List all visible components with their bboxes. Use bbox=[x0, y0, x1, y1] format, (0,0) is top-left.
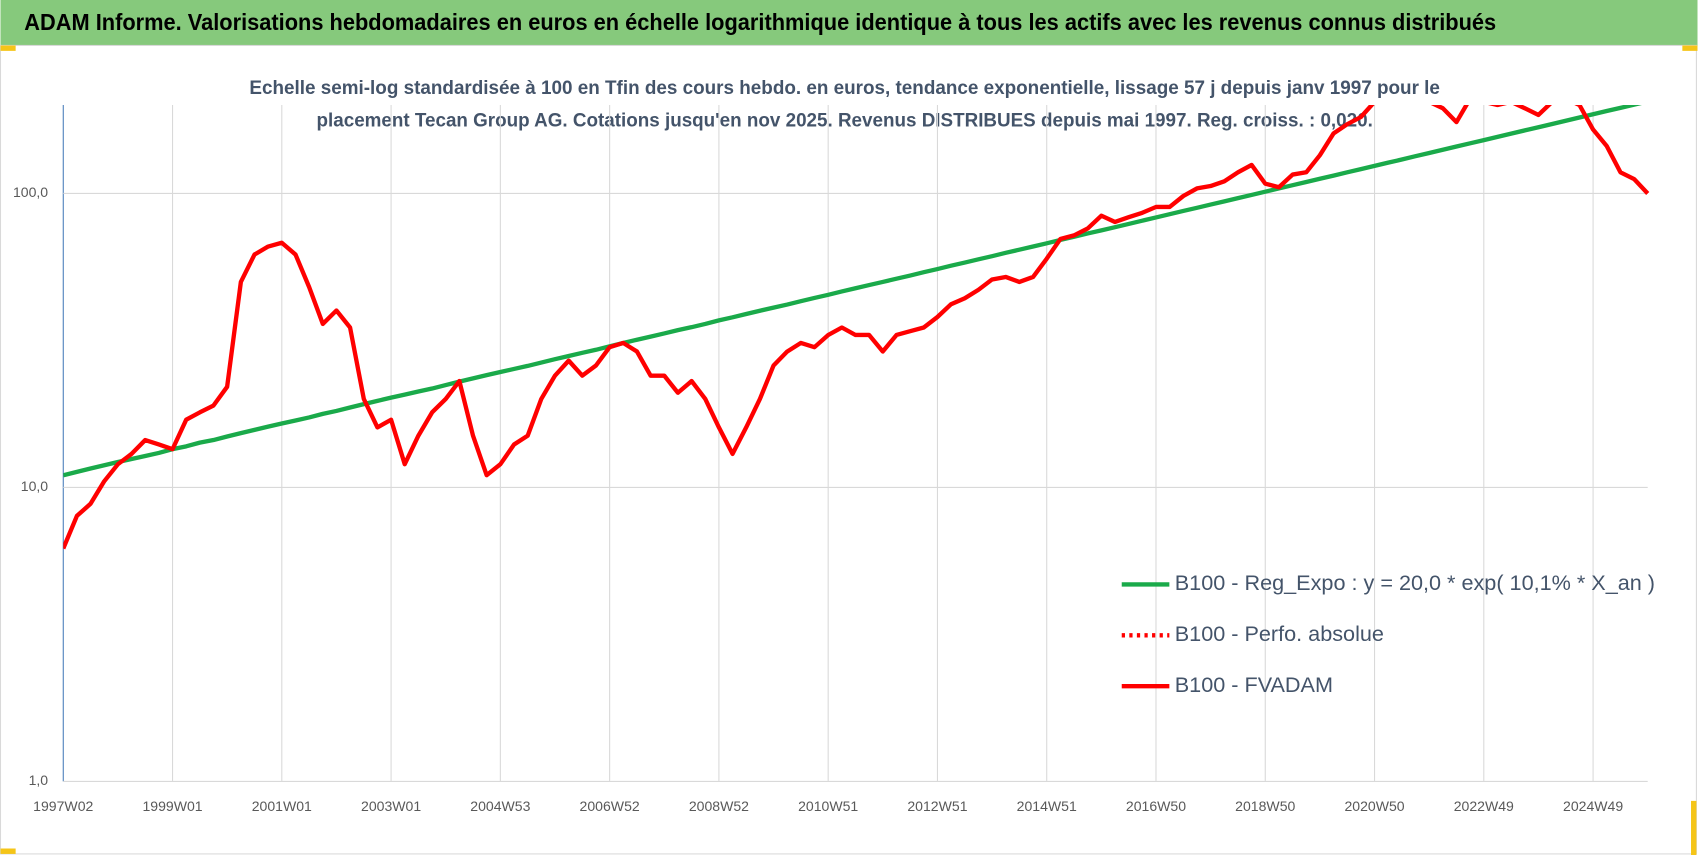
x-tick-label: 2022W49 bbox=[1454, 798, 1514, 814]
x-tick-label: 2010W51 bbox=[798, 798, 858, 814]
title-bar bbox=[0, 0, 1698, 46]
frame bbox=[0, 44, 1697, 855]
x-tick-label: 2016W50 bbox=[1126, 798, 1186, 814]
corner bbox=[0, 848, 16, 854]
x-tick-label: 1999W01 bbox=[142, 798, 202, 814]
data-line bbox=[63, 104, 1643, 478]
grid bbox=[63, 104, 1648, 782]
corner bbox=[1691, 800, 1697, 855]
x-tick-label: 2012W51 bbox=[907, 798, 967, 814]
x-tick-label: 2004W53 bbox=[470, 798, 530, 814]
y-tick-label: 1,0 bbox=[29, 772, 49, 788]
x-tick-label: 2024W49 bbox=[1563, 798, 1623, 814]
corner bbox=[0, 45, 16, 51]
x-tick-label: 2003W01 bbox=[361, 798, 421, 814]
y-tick-label: 100,0 bbox=[13, 184, 48, 200]
x-tick-label: 2006W52 bbox=[580, 798, 640, 814]
y-tick-label: 10,0 bbox=[21, 478, 49, 494]
chart-title: ADAM Informe. Valorisations hebdomadaire… bbox=[24, 9, 1496, 35]
subtitle: Echelle semi-log standardisée à 100 en T… bbox=[249, 77, 1440, 99]
x-tick-label: 2008W52 bbox=[689, 798, 749, 814]
corner bbox=[1682, 45, 1698, 51]
x-tick-label: 1997W02 bbox=[33, 798, 93, 814]
subtitle: placement Tecan Group AG. Cotations jusq… bbox=[317, 109, 1373, 131]
data-line bbox=[63, 104, 1650, 550]
x-tick-label: 2020W50 bbox=[1344, 798, 1404, 814]
x-tick-label: 2014W51 bbox=[1017, 798, 1077, 814]
x-tick-label: 2018W50 bbox=[1235, 798, 1295, 814]
x-tick-label: 2001W01 bbox=[252, 798, 312, 814]
legend-label: B100 - Perfo. absolue bbox=[1175, 621, 1384, 646]
legend-label: B100 - Reg_Expo : y = 20,0 * exp( 10,1% … bbox=[1175, 570, 1655, 595]
legend: B100 - Reg_Expo : y = 20,0 * exp( 10,1% … bbox=[1121, 570, 1655, 697]
legend-label: B100 - FVADAM bbox=[1175, 672, 1333, 697]
plot-area bbox=[63, 104, 1650, 550]
